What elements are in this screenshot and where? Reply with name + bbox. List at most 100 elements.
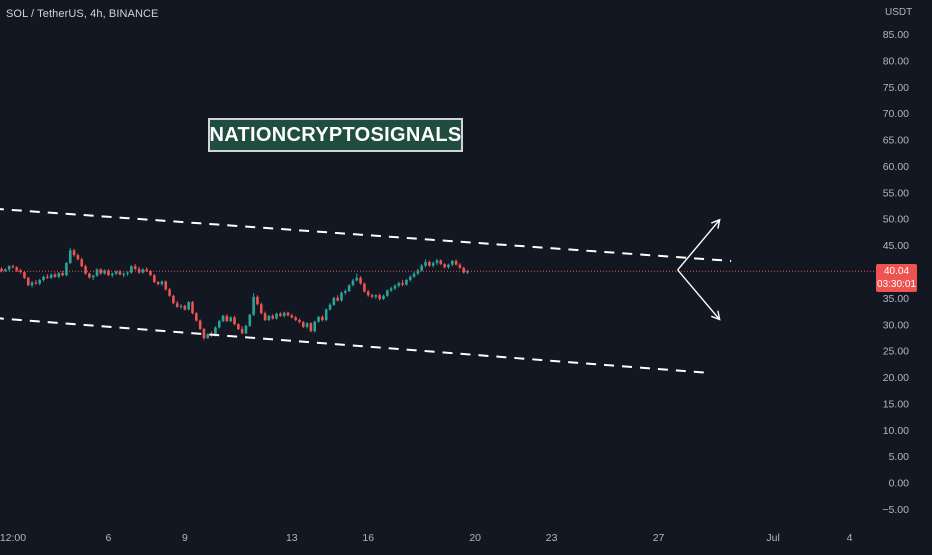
candle-body (424, 262, 427, 266)
last-price-label: 40.04 03:30:01 (876, 264, 917, 292)
candle-body (282, 312, 286, 316)
candle-body (72, 250, 76, 256)
time-tick-label: 4 (847, 532, 853, 544)
candle-body (214, 327, 217, 336)
candle-body (290, 315, 294, 318)
candle-body (466, 271, 469, 273)
price-tick-label: 80.00 (883, 55, 909, 67)
price-tick-label: 30.00 (883, 319, 909, 331)
candle-body (88, 273, 91, 278)
price-tick-label: 70.00 (883, 108, 909, 120)
candle-body (298, 320, 301, 323)
price-tick-label: 25.00 (883, 346, 909, 358)
candle-body (126, 272, 129, 274)
candle-body (462, 267, 466, 273)
candle-body (187, 302, 190, 310)
time-tick-label: 13 (286, 532, 298, 544)
symbol-title[interactable]: SOL / TetherUS, 4h, BINANCE (6, 8, 159, 20)
watermark-label: NATIONCRYPTOSIGNALS (208, 118, 463, 152)
time-tick-label: 23 (546, 532, 558, 544)
candle-body (114, 271, 118, 274)
candle-body (156, 282, 160, 285)
candle-body (328, 304, 332, 310)
candle-body (275, 313, 278, 319)
candle-body (309, 323, 313, 332)
candle-body (317, 316, 320, 322)
candle-body (175, 303, 179, 307)
candle-body (233, 317, 236, 325)
candle-body (344, 291, 347, 293)
candle-body (351, 280, 355, 286)
time-tick-label: 12:00 (0, 532, 26, 544)
candle-body (164, 281, 168, 290)
candle-body (405, 279, 408, 285)
candle-body (137, 268, 141, 273)
candle-body (244, 325, 248, 334)
candle-body (393, 285, 397, 289)
candle-body (84, 266, 87, 274)
candle-body (386, 290, 389, 296)
candle-body (454, 260, 458, 265)
candle-body (225, 315, 229, 322)
candle-body (397, 283, 401, 286)
candles-layer (0, 247, 469, 341)
candle-body (439, 260, 443, 265)
price-tick-label: 45.00 (883, 240, 909, 252)
price-tick-label: 20.00 (883, 372, 909, 384)
candle-body (378, 295, 381, 299)
candle-body (412, 273, 416, 277)
candle-body (103, 270, 106, 274)
candle-body (263, 313, 267, 321)
candle-body (217, 321, 221, 328)
candle-body (252, 296, 255, 315)
candle-body (7, 266, 11, 270)
candle-body (65, 263, 68, 276)
time-axis[interactable]: 12:00 6 9 13 16 20 23 27 Jul 4 (0, 532, 853, 544)
candle-body (107, 270, 110, 276)
bar-countdown: 03:30:01 (877, 279, 916, 290)
price-tick-label: −5.00 (882, 504, 909, 516)
candle-body (122, 273, 126, 275)
last-price-value: 40.04 (883, 266, 910, 277)
price-tick-label: 15.00 (883, 398, 909, 410)
candle-body (68, 250, 72, 264)
candle-body (4, 269, 7, 271)
candle-body (53, 274, 57, 277)
candle-body (401, 283, 404, 285)
candle-body (324, 309, 328, 321)
candle-body (195, 313, 198, 321)
candle-body (168, 289, 171, 296)
candle-body (279, 313, 282, 316)
candle-body (145, 269, 148, 271)
candle-body (91, 275, 95, 278)
candle-body (428, 262, 431, 266)
price-tick-label: 85.00 (883, 29, 909, 41)
candle-body (237, 324, 240, 330)
candle-body (443, 264, 446, 268)
candle-body (374, 295, 378, 297)
time-tick-label: 20 (469, 532, 481, 544)
candle-body (256, 296, 259, 305)
price-axis[interactable]: USDT 85.00 80.00 75.00 70.00 65.00 60.00 55.00 5… (882, 7, 912, 516)
candle-body (435, 260, 439, 264)
candle-body (95, 269, 99, 276)
price-tick-label: 65.00 (883, 135, 909, 147)
candle-body (11, 266, 15, 268)
price-tick-label: 50.00 (883, 214, 909, 226)
candle-body (61, 273, 64, 276)
candle-body (118, 271, 122, 275)
candle-body (416, 270, 420, 274)
candle-body (38, 279, 41, 284)
candle-body (301, 322, 305, 327)
candle-body (370, 295, 374, 297)
candle-body (248, 314, 252, 326)
candle-body (259, 304, 263, 314)
candle-body (160, 281, 164, 285)
candle-body (359, 277, 362, 284)
candle-body (202, 329, 206, 338)
arrow-up (677, 219, 721, 271)
candle-body (141, 269, 145, 273)
candle-body (191, 302, 194, 314)
